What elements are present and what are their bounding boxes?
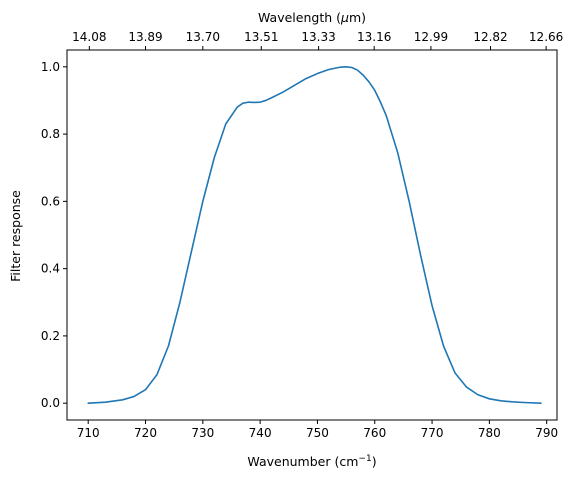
y-tick-label: 0.8 (41, 127, 60, 141)
top-tick-label: 12.66 (529, 30, 563, 44)
top-tick-label: 13.16 (357, 30, 391, 44)
x-axis-label: Wavenumber (cm−1) (247, 454, 376, 469)
y-tick-label: 1.0 (41, 60, 60, 74)
top-tick-label: 13.70 (186, 30, 220, 44)
x-tick-label: 720 (134, 426, 157, 440)
y-tick-label: 0.6 (41, 194, 60, 208)
y-tick-label: 0.0 (41, 396, 60, 410)
plot-frame (66, 49, 558, 421)
top-axis-label: Wavelength (μm) (258, 10, 366, 25)
x-tick-label: 780 (478, 426, 501, 440)
x-tick-label: 760 (363, 426, 386, 440)
x-tick-label: 710 (77, 426, 100, 440)
y-tick-label: 0.2 (41, 329, 60, 343)
y-tick-label: 0.4 (41, 262, 60, 276)
top-tick-label: 13.33 (301, 30, 335, 44)
series-line (87, 66, 542, 404)
top-tick-label: 12.99 (414, 30, 448, 44)
mu-symbol: μ (340, 10, 349, 25)
x-tick-label: 730 (191, 426, 214, 440)
top-tick-label: 13.51 (244, 30, 278, 44)
x-tick-label: 740 (249, 426, 272, 440)
y-axis-label: Filter response (8, 190, 23, 282)
x-tick-label: 770 (421, 426, 444, 440)
top-tick-label: 14.08 (72, 30, 106, 44)
x-axis-label-superscript: −1 (358, 454, 371, 464)
top-tick-label: 13.89 (128, 30, 162, 44)
x-tick-label: 790 (535, 426, 558, 440)
x-tick-label: 750 (306, 426, 329, 440)
top-tick-label: 12.82 (473, 30, 507, 44)
